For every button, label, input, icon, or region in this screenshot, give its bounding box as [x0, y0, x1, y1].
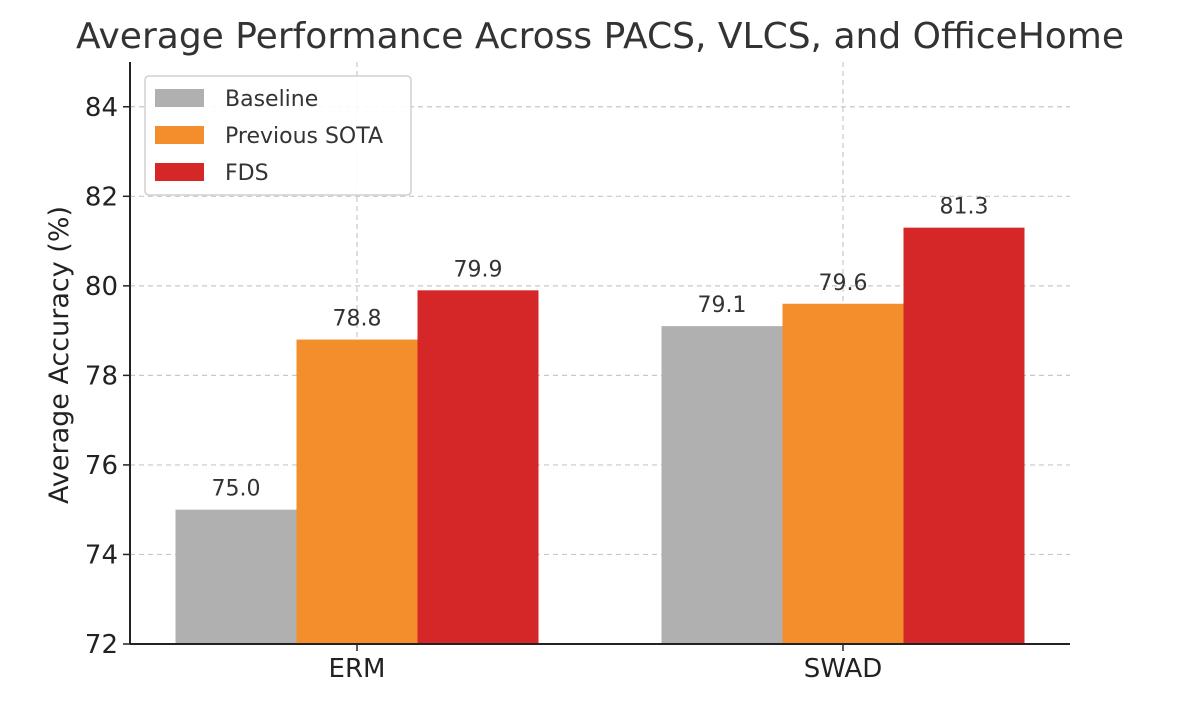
x-tick-label: SWAD — [804, 654, 883, 684]
legend-label: FDS — [225, 161, 269, 186]
bar-previous-sota-erm — [296, 339, 418, 644]
data-label: 79.6 — [819, 271, 868, 296]
bar-previous-sota-swad — [782, 303, 904, 644]
y-axis-label: Average Accuracy (%) — [44, 206, 75, 504]
axes: 72 74 76 78 80 82 84 ERM SWAD — [85, 62, 1070, 684]
legend-swatch — [155, 126, 204, 144]
data-label: 75.0 — [212, 477, 261, 502]
y-tick-label: 74 — [85, 540, 118, 570]
legend-label: Previous SOTA — [225, 124, 383, 149]
y-tick-label: 72 — [85, 630, 118, 660]
bar-fds-erm — [417, 290, 539, 644]
data-labels: 75.0 79.1 78.8 79.6 79.9 81.3 — [212, 195, 989, 502]
legend: Baseline Previous SOTA FDS — [144, 75, 412, 196]
data-label: 79.1 — [698, 293, 747, 318]
bar-baseline-swad — [661, 326, 783, 644]
y-tick-label: 78 — [85, 361, 118, 391]
legend-swatch — [155, 89, 204, 107]
x-tick-label: ERM — [329, 654, 386, 684]
legend-swatch — [155, 163, 204, 181]
data-label: 78.8 — [333, 307, 382, 332]
data-label: 81.3 — [940, 195, 989, 220]
bar-fds-swad — [903, 227, 1025, 644]
bar-baseline-erm — [175, 509, 297, 644]
chart-title: Average Performance Across PACS, VLCS, a… — [76, 16, 1124, 57]
legend-label: Baseline — [225, 87, 318, 112]
y-tick-label: 76 — [85, 451, 118, 481]
legend-box — [144, 75, 412, 196]
y-tick-label: 80 — [85, 272, 118, 302]
data-label: 79.9 — [454, 257, 503, 282]
y-tick-label: 82 — [85, 182, 118, 212]
bars — [175, 227, 1025, 644]
y-tick-label: 84 — [85, 93, 118, 123]
